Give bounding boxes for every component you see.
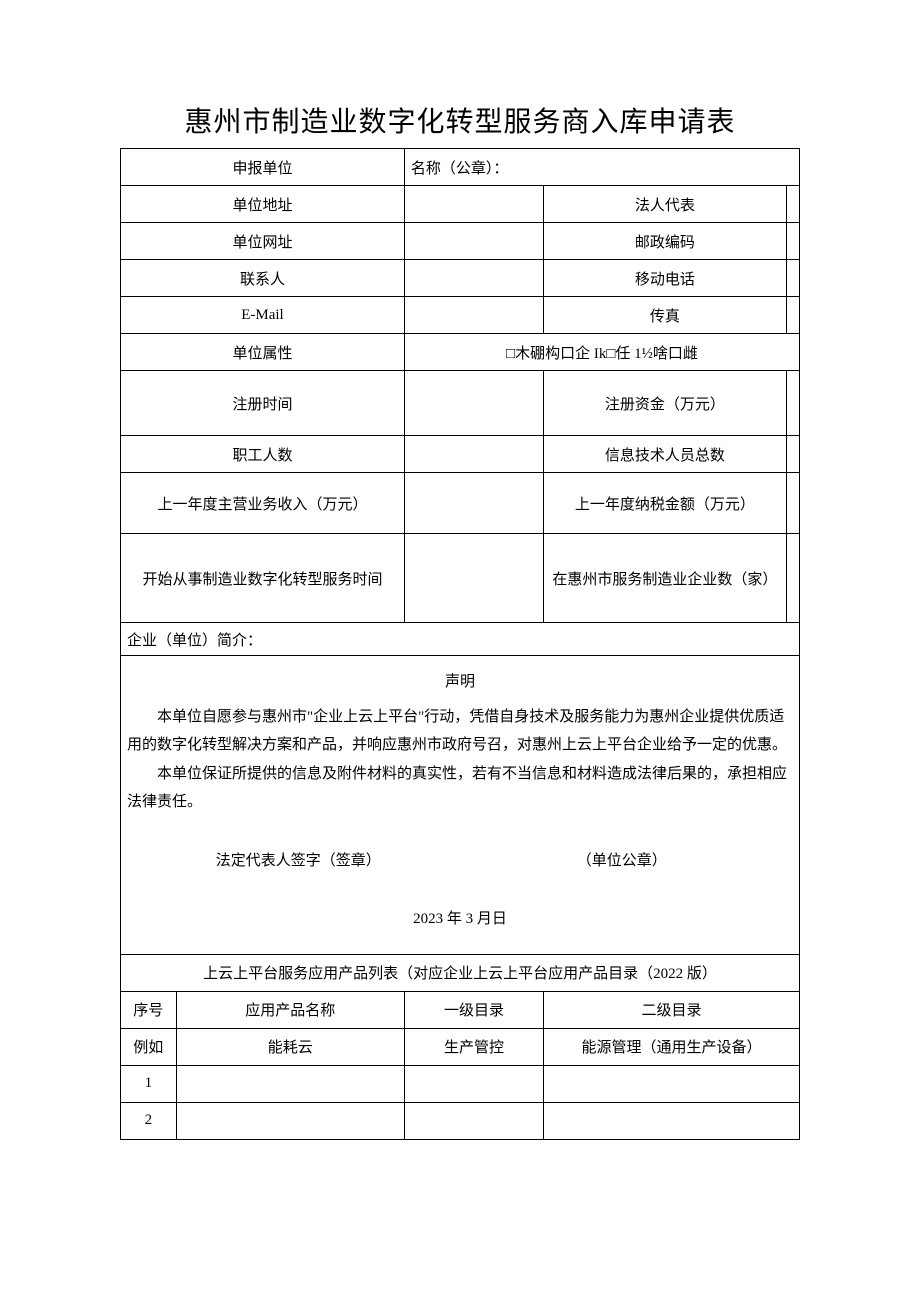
row-level2-2[interactable]	[544, 1102, 800, 1139]
row-level1-1[interactable]	[404, 1065, 543, 1102]
value-prev-revenue[interactable]	[404, 473, 543, 534]
row-product-1[interactable]	[176, 1065, 404, 1102]
page-title: 惠州市制造业数字化转型服务商入库申请表	[120, 100, 800, 140]
table-row: 2	[121, 1102, 800, 1139]
value-reg-capital[interactable]	[786, 371, 799, 436]
value-employees[interactable]	[404, 436, 543, 473]
application-form-table: 申报单位 名称（公章）： 单位地址 法人代表 单位网址 邮政编码 联系人 移动电…	[120, 148, 800, 1140]
statement-paragraph-1: 本单位自愿参与惠州市"企业上云上平台"行动，凭借自身技术及服务能力为惠州企业提供…	[127, 703, 793, 760]
statement-date: 2023 年 3 月日	[127, 905, 793, 934]
value-it-staff[interactable]	[786, 436, 799, 473]
label-it-staff: 信息技术人员总数	[544, 436, 787, 473]
value-reg-time[interactable]	[404, 371, 543, 436]
signature-unit-seal: （单位公章）	[462, 847, 782, 876]
label-applicant-unit: 申报单位	[121, 149, 405, 186]
label-unit-type: 单位属性	[121, 334, 405, 371]
label-prev-revenue: 上一年度主营业务收入（万元）	[121, 473, 405, 534]
col-seq: 序号	[121, 991, 177, 1028]
value-address[interactable]	[404, 186, 543, 223]
label-prev-tax: 上一年度纳税金额（万元）	[544, 473, 787, 534]
value-email[interactable]	[404, 297, 543, 334]
row-product-2[interactable]	[176, 1102, 404, 1139]
col-level1: 一级目录	[404, 991, 543, 1028]
value-applicant-name[interactable]: 名称（公章）：	[404, 149, 799, 186]
value-postal[interactable]	[786, 223, 799, 260]
label-employees: 职工人数	[121, 436, 405, 473]
label-postal: 邮政编码	[544, 223, 787, 260]
example-product: 能耗云	[176, 1028, 404, 1065]
statement-cell: 声明 本单位自愿参与惠州市"企业上云上平台"行动，凭借自身技术及服务能力为惠州企…	[121, 656, 800, 955]
label-reg-capital: 注册资金（万元）	[544, 371, 787, 436]
label-company-intro[interactable]: 企业（单位）简介：	[121, 623, 800, 656]
value-website[interactable]	[404, 223, 543, 260]
label-website: 单位网址	[121, 223, 405, 260]
table-row: 1	[121, 1065, 800, 1102]
value-legal-rep[interactable]	[786, 186, 799, 223]
row-level1-2[interactable]	[404, 1102, 543, 1139]
label-legal-rep: 法人代表	[544, 186, 787, 223]
label-reg-time: 注册时间	[121, 371, 405, 436]
value-unit-type-options[interactable]: □木硼构口企 Ik□任 1½啥口雌	[404, 334, 799, 371]
label-address: 单位地址	[121, 186, 405, 223]
signature-legal-rep: 法定代表人签字（签章）	[138, 847, 458, 876]
row-seq-2: 2	[121, 1102, 177, 1139]
value-fax[interactable]	[786, 297, 799, 334]
label-email: E-Mail	[121, 297, 405, 334]
label-mobile: 移动电话	[544, 260, 787, 297]
example-level2: 能源管理（通用生产设备）	[544, 1028, 800, 1065]
label-served-count: 在惠州市服务制造业企业数（家）	[544, 534, 787, 623]
value-start-time[interactable]	[404, 534, 543, 623]
statement-title: 声明	[127, 668, 793, 697]
value-mobile[interactable]	[786, 260, 799, 297]
col-product-name: 应用产品名称	[176, 991, 404, 1028]
label-start-time: 开始从事制造业数字化转型服务时间	[121, 534, 405, 623]
value-served-count[interactable]	[786, 534, 799, 623]
label-contact: 联系人	[121, 260, 405, 297]
label-fax: 传真	[544, 297, 787, 334]
row-level2-1[interactable]	[544, 1065, 800, 1102]
statement-paragraph-2: 本单位保证所提供的信息及附件材料的真实性，若有不当信息和材料造成法律后果的，承担…	[127, 760, 793, 817]
example-level1: 生产管控	[404, 1028, 543, 1065]
example-seq: 例如	[121, 1028, 177, 1065]
product-list-header: 上云上平台服务应用产品列表（对应企业上云上平台应用产品目录（2022 版）	[121, 954, 800, 991]
value-contact[interactable]	[404, 260, 543, 297]
value-prev-tax[interactable]	[786, 473, 799, 534]
col-level2: 二级目录	[544, 991, 800, 1028]
row-seq-1: 1	[121, 1065, 177, 1102]
